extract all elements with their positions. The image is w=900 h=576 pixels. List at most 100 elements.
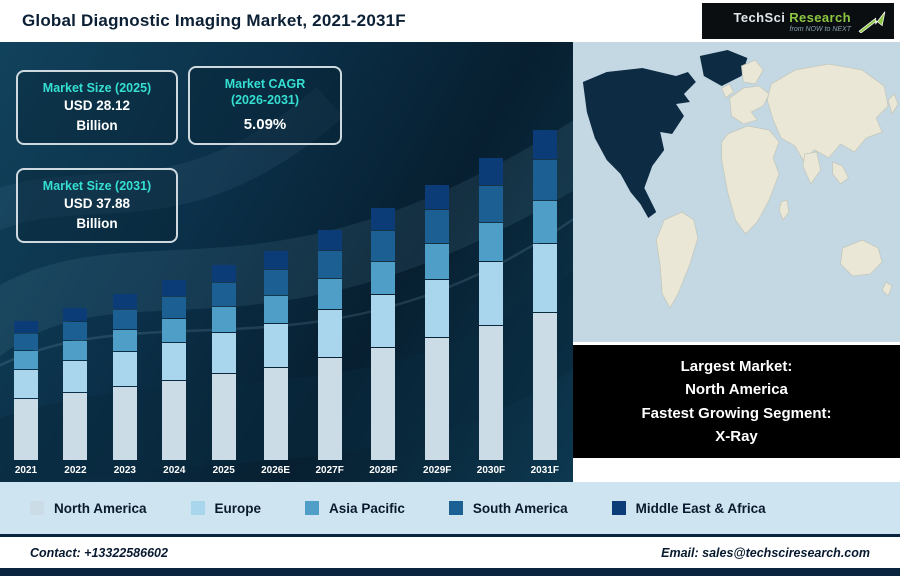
bar-segment-north-america xyxy=(371,348,396,460)
legend-item-europe: Europe xyxy=(190,500,262,516)
bar-column-2021: 2021 xyxy=(14,321,38,476)
bar-segment-north-america xyxy=(425,338,450,461)
logo-brand: TechSci Research xyxy=(734,10,851,25)
market-size-2025-card: Market Size (2025) USD 28.12 Billion xyxy=(16,70,178,146)
legend-item-middle-east-africa: Middle East & Africa xyxy=(611,501,766,516)
bar-segment-south-america xyxy=(14,334,38,351)
bar-segment-north-america xyxy=(162,380,187,460)
bar-column-2022: 2022 xyxy=(63,308,88,476)
card-sublabel: (2026-2031) xyxy=(230,93,300,108)
bar-segment-middle-east-africa xyxy=(211,265,236,283)
market-size-2031-card: Market Size (2031) USD 37.88 Billion xyxy=(16,168,178,244)
x-axis-label-2031f: 2031F xyxy=(530,465,559,476)
bar-segment-middle-east-africa xyxy=(425,185,450,210)
bar-segment-europe xyxy=(14,369,38,399)
bar-segment-south-america xyxy=(162,296,187,318)
legend-label-asia-pacific: Asia Pacific xyxy=(329,500,405,516)
bar-segment-middle-east-africa xyxy=(371,208,396,231)
fastest-segment-label: Fastest Growing Segment: xyxy=(641,404,832,422)
bar-segment-middle-east-africa xyxy=(532,130,557,160)
legend-swatch-north-america xyxy=(30,501,44,515)
bar-segment-middle-east-africa xyxy=(317,230,342,251)
legend-item-south-america: South America xyxy=(448,500,568,516)
bar-segment-asia-pacific xyxy=(263,296,288,323)
bar-segment-south-america xyxy=(478,185,503,222)
logo-tagline: from NOW to NEXT xyxy=(789,25,851,33)
bar-segment-south-america xyxy=(371,231,396,262)
bar-segment-south-america xyxy=(263,270,288,296)
main-content: Market Size (2025) USD 28.12 Billion Mar… xyxy=(0,42,900,482)
bar-column-2028f: 2028F xyxy=(369,208,398,476)
legend-swatch-south-america xyxy=(448,501,463,515)
market-info-box: Largest Market: North America Fastest Gr… xyxy=(573,345,900,458)
legend-label-south-america: South America xyxy=(472,500,568,516)
card-label: Market CAGR xyxy=(224,77,306,91)
bar-segment-south-america xyxy=(317,251,342,279)
x-axis-label-2028f: 2028F xyxy=(369,465,398,476)
footer: Contact: +13322586602 Email: sales@techs… xyxy=(0,534,900,576)
x-axis-label-2027f: 2027F xyxy=(315,465,344,476)
legend-item-north-america: North America xyxy=(30,501,147,516)
chart-panel: Market Size (2025) USD 28.12 Billion Mar… xyxy=(0,42,573,482)
bar-segment-europe xyxy=(317,309,342,358)
bar-segment-asia-pacific xyxy=(371,262,396,295)
bar-segment-north-america xyxy=(478,325,503,460)
bar-segment-middle-east-africa xyxy=(162,280,187,296)
page-title: Global Diagnostic Imaging Market, 2021-2… xyxy=(22,11,406,30)
bar-segment-asia-pacific xyxy=(532,200,557,243)
market-cagr-card: Market CAGR (2026-2031) 5.09% xyxy=(188,66,342,146)
bar-segment-asia-pacific xyxy=(425,243,450,280)
bar-column-2031f: 2031F xyxy=(531,130,559,476)
x-axis-label-2026e: 2026E xyxy=(261,465,291,476)
legend-label-north-america: North America xyxy=(54,500,147,516)
bar-segment-europe xyxy=(478,262,503,325)
card-value: USD 28.12 xyxy=(63,98,131,114)
bar-segment-middle-east-africa xyxy=(63,308,88,322)
bar-segment-north-america xyxy=(317,358,342,460)
bar-segment-europe xyxy=(532,243,557,313)
x-axis-label-2030f: 2030F xyxy=(476,465,506,476)
bar-segment-north-america xyxy=(63,393,88,460)
card-unit: Billion xyxy=(76,215,118,231)
bar-segment-south-america xyxy=(211,283,236,307)
bar-segment-north-america xyxy=(211,374,236,460)
bar-segment-south-america xyxy=(532,160,557,200)
bar-segment-europe xyxy=(211,332,236,374)
legend-label-europe: Europe xyxy=(214,500,262,516)
bar-column-2026e: 2026E xyxy=(261,251,290,476)
bar-segment-middle-east-africa xyxy=(112,294,137,309)
bar-segment-asia-pacific xyxy=(112,330,137,352)
legend-item-asia-pacific: Asia Pacific xyxy=(305,501,405,516)
bar-column-2029f: 2029F xyxy=(423,185,451,476)
bar-segment-asia-pacific xyxy=(211,307,236,332)
bar-segment-europe xyxy=(63,361,88,393)
legend-swatch-europe xyxy=(190,501,205,515)
bar-segment-europe xyxy=(263,323,288,367)
techsci-logo: TechSci Research from NOW to NEXT xyxy=(702,3,894,39)
card-value: USD 37.88 xyxy=(63,196,131,212)
bar-column-2025: 2025 xyxy=(211,265,236,476)
email-info: Email: sales@techsciresearch.com xyxy=(661,545,870,560)
bar-segment-europe xyxy=(112,352,137,387)
bar-column-2027f: 2027F xyxy=(315,230,344,476)
x-axis-label-2022: 2022 xyxy=(64,465,87,476)
bar-segment-europe xyxy=(371,295,396,348)
bar-plot: 2021 2022 2023 2024 2025 2026E 2027F 2028F 2029F… xyxy=(14,130,559,476)
bar-segment-asia-pacific xyxy=(478,222,503,262)
header: Global Diagnostic Imaging Market, 2021-2… xyxy=(0,0,900,42)
x-axis-label-2025: 2025 xyxy=(212,465,235,476)
bar-column-2024: 2024 xyxy=(162,280,187,476)
world-map xyxy=(573,42,900,342)
bar-segment-asia-pacific xyxy=(317,279,342,309)
contact-info: Contact: +13322586602 xyxy=(30,545,168,560)
bar-segment-europe xyxy=(425,280,450,338)
bar-segment-asia-pacific xyxy=(63,341,88,361)
largest-market-label: Largest Market: xyxy=(680,358,793,375)
bar-segment-middle-east-africa xyxy=(263,251,288,270)
card-value: 5.09% xyxy=(243,115,287,133)
logo-brand-primary: TechSci xyxy=(733,9,786,25)
legend-swatch-asia-pacific xyxy=(305,501,320,515)
bar-segment-north-america xyxy=(14,399,38,460)
card-label: Market Size (2025) xyxy=(42,81,152,95)
